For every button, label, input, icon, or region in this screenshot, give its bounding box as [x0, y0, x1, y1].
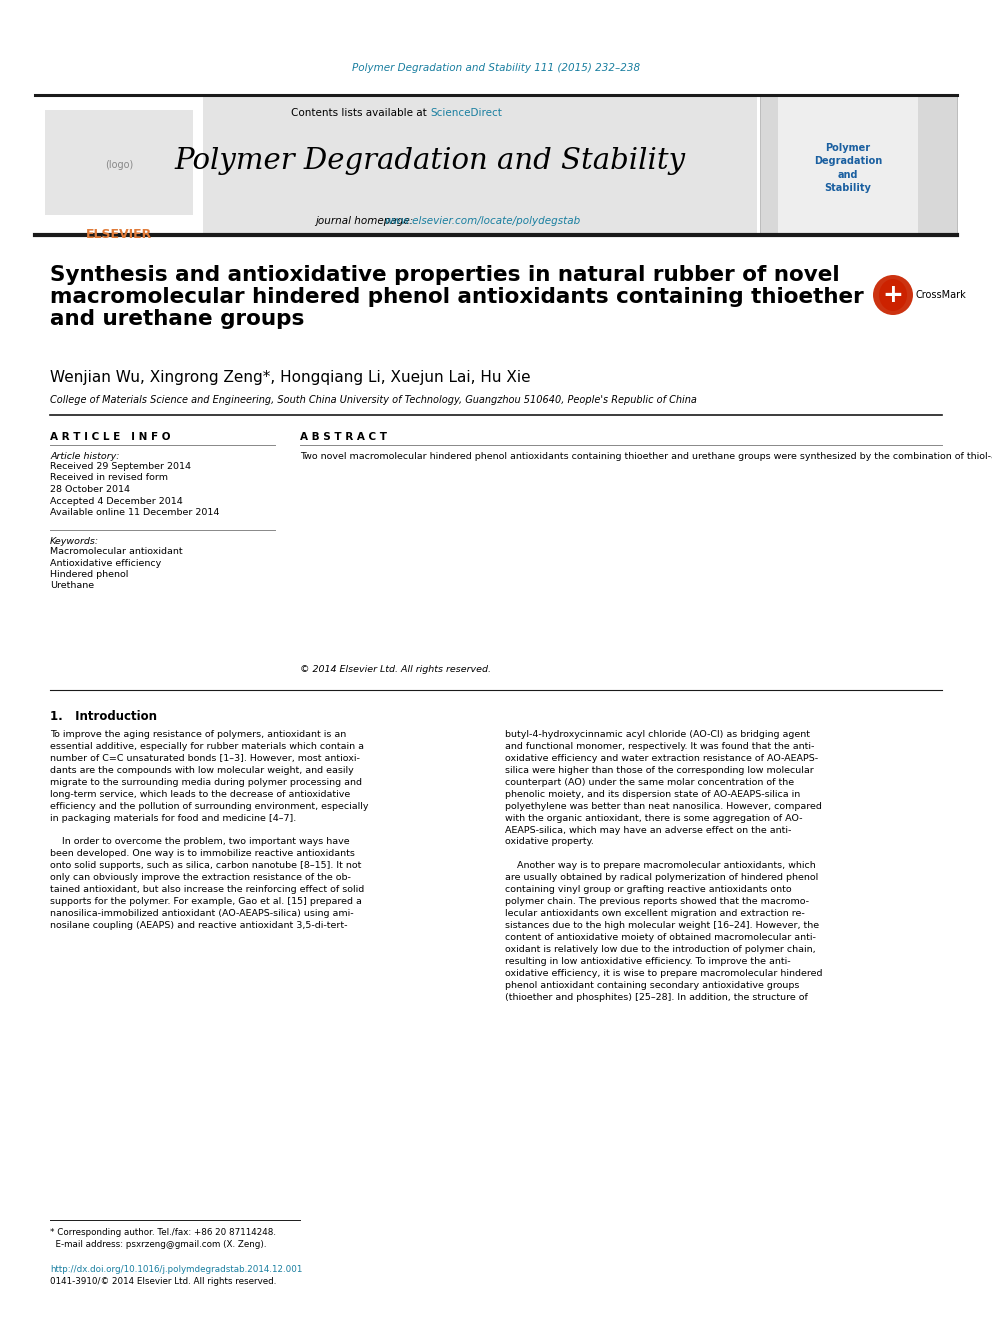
- Text: Synthesis and antioxidative properties in natural rubber of novel: Synthesis and antioxidative properties i…: [50, 265, 839, 284]
- Text: Polymer Degradation and Stability: Polymer Degradation and Stability: [175, 147, 685, 175]
- Text: Polymer Degradation and Stability 111 (2015) 232–238: Polymer Degradation and Stability 111 (2…: [352, 64, 640, 73]
- Text: Antioxidative efficiency: Antioxidative efficiency: [50, 558, 162, 568]
- Text: Macromolecular antioxidant: Macromolecular antioxidant: [50, 546, 183, 556]
- Text: Hindered phenol: Hindered phenol: [50, 570, 128, 579]
- Text: Accepted 4 December 2014: Accepted 4 December 2014: [50, 496, 183, 505]
- Text: journal homepage:: journal homepage:: [315, 216, 417, 226]
- Text: © 2014 Elsevier Ltd. All rights reserved.: © 2014 Elsevier Ltd. All rights reserved…: [300, 665, 491, 673]
- Text: A R T I C L E   I N F O: A R T I C L E I N F O: [50, 433, 171, 442]
- Bar: [35, 95, 203, 235]
- Circle shape: [873, 275, 913, 315]
- Text: 1.   Introduction: 1. Introduction: [50, 710, 157, 722]
- Circle shape: [880, 282, 906, 308]
- Text: +: +: [883, 283, 904, 307]
- Text: 28 October 2014: 28 October 2014: [50, 486, 130, 493]
- Text: macromolecular hindered phenol antioxidants containing thioether: macromolecular hindered phenol antioxida…: [50, 287, 864, 307]
- Text: www.elsevier.com/locate/polydegstab: www.elsevier.com/locate/polydegstab: [384, 216, 580, 226]
- Text: College of Materials Science and Engineering, South China University of Technolo: College of Materials Science and Enginee…: [50, 396, 696, 405]
- Text: (logo): (logo): [105, 160, 133, 169]
- Bar: [778, 95, 918, 235]
- Text: ScienceDirect: ScienceDirect: [430, 108, 502, 118]
- Text: Article history:: Article history:: [50, 452, 119, 460]
- Text: Received in revised form: Received in revised form: [50, 474, 168, 483]
- Text: * Corresponding author. Tel./fax: +86 20 87114248.: * Corresponding author. Tel./fax: +86 20…: [50, 1228, 276, 1237]
- Text: Keywords:: Keywords:: [50, 537, 99, 546]
- Text: http://dx.doi.org/10.1016/j.polymdegradstab.2014.12.001: http://dx.doi.org/10.1016/j.polymdegrads…: [50, 1265, 303, 1274]
- Text: ELSEVIER: ELSEVIER: [86, 228, 152, 241]
- Text: Urethane: Urethane: [50, 582, 94, 590]
- Text: Polymer
Degradation
and
Stability: Polymer Degradation and Stability: [813, 143, 882, 193]
- Text: butyl-4-hydroxycinnamic acyl chloride (AO-Cl) as bridging agent
and functional m: butyl-4-hydroxycinnamic acyl chloride (A…: [505, 730, 822, 1002]
- Text: Wenjian Wu, Xingrong Zeng*, Hongqiang Li, Xuejun Lai, Hu Xie: Wenjian Wu, Xingrong Zeng*, Hongqiang Li…: [50, 370, 531, 385]
- Text: Available online 11 December 2014: Available online 11 December 2014: [50, 508, 219, 517]
- Bar: [760, 95, 957, 235]
- Bar: [45, 110, 193, 216]
- Text: Two novel macromolecular hindered phenol antioxidants containing thioether and u: Two novel macromolecular hindered phenol…: [300, 452, 992, 460]
- Bar: [35, 95, 757, 235]
- Ellipse shape: [879, 279, 907, 311]
- Text: Contents lists available at: Contents lists available at: [291, 108, 430, 118]
- Text: To improve the aging resistance of polymers, antioxidant is an
essential additiv: To improve the aging resistance of polym…: [50, 730, 368, 930]
- Text: 0141-3910/© 2014 Elsevier Ltd. All rights reserved.: 0141-3910/© 2014 Elsevier Ltd. All right…: [50, 1277, 277, 1286]
- Text: and urethane groups: and urethane groups: [50, 310, 305, 329]
- Text: CrossMark: CrossMark: [915, 290, 966, 300]
- Text: E-mail address: psxrzeng@gmail.com (X. Zeng).: E-mail address: psxrzeng@gmail.com (X. Z…: [50, 1240, 267, 1249]
- Text: A B S T R A C T: A B S T R A C T: [300, 433, 387, 442]
- Text: Received 29 September 2014: Received 29 September 2014: [50, 462, 191, 471]
